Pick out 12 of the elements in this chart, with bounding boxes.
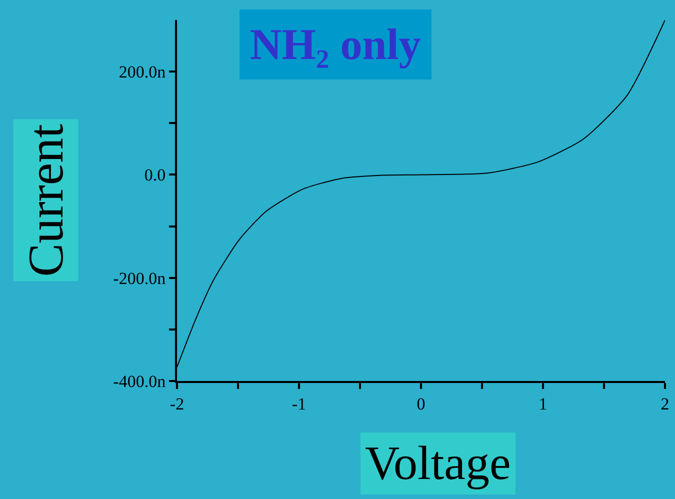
y-axis-title: Current (18, 124, 74, 277)
chart-title: NH₂ only (250, 20, 421, 69)
y-tick-label: 200.0n (118, 62, 166, 82)
x-tick-label: 0 (416, 394, 426, 414)
x-tick-label: -1 (292, 394, 306, 414)
x-axis-title: Voltage (365, 437, 511, 490)
x-tick-label: 1 (538, 394, 548, 414)
x-tick-label: 2 (660, 394, 670, 414)
y-tick-label: 0.0 (144, 166, 166, 185)
x-tick-label: -2 (170, 394, 184, 414)
y-tick-label: -400.0n (113, 372, 166, 391)
y-tick-label: -200.0n (113, 268, 166, 288)
